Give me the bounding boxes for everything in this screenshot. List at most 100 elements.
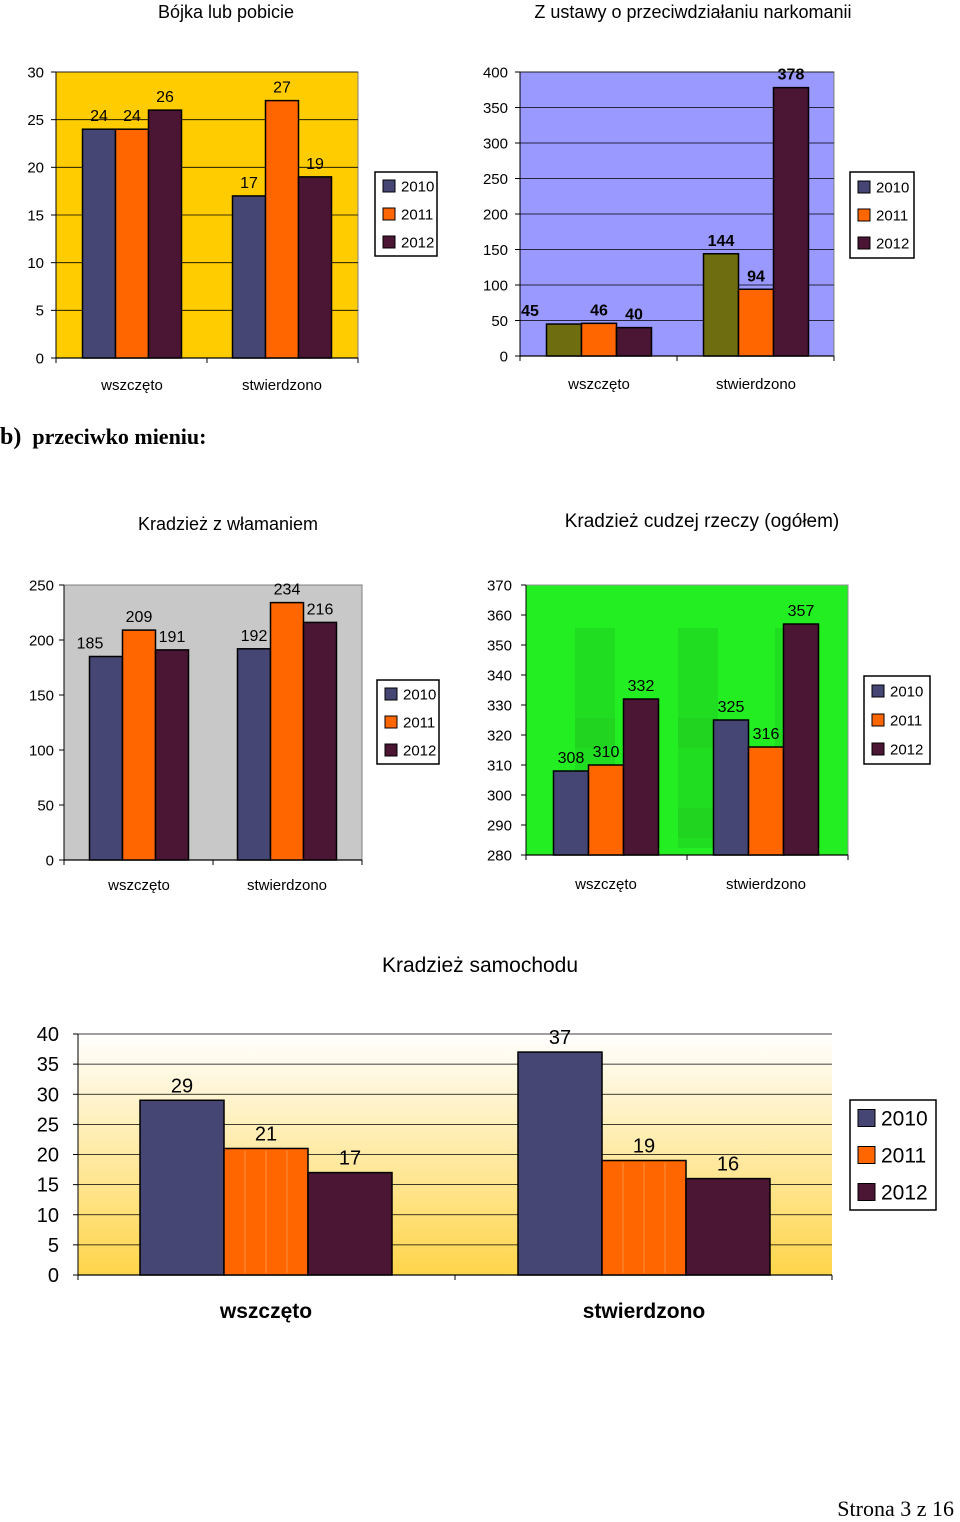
legend-label-2011: 2011 [403, 714, 435, 731]
legend-label-2011: 2011 [890, 712, 922, 729]
bar-2010-stwierdzono [702, 253, 740, 357]
bar-2010-stwierdzono [517, 1051, 603, 1276]
legend: 2010 2011 2012 [849, 1099, 937, 1211]
legend-swatch-2010 [857, 180, 871, 194]
section-letter: b) [0, 424, 22, 450]
data-label: 37 [549, 1027, 571, 1049]
bar-2012-stwierdzono [772, 86, 810, 357]
legend: 2010 2011 2012 [849, 171, 915, 259]
legend-label-2011: 2011 [881, 1144, 926, 1167]
legend-swatch-2010 [384, 687, 398, 701]
chart-title: Bójka lub pobicie [158, 2, 294, 22]
y-tick-label: 50 [37, 797, 54, 814]
data-label: 21 [255, 1123, 277, 1145]
x-category-label: wszczęto [567, 376, 630, 393]
data-label: 316 [753, 726, 780, 743]
y-tick-label: 25 [27, 112, 44, 129]
data-label: 144 [708, 233, 735, 250]
section-title: przeciwko mieniu: [32, 424, 207, 449]
data-label: 209 [126, 609, 153, 626]
bar-2011-stwierdzono [737, 288, 775, 357]
chart-cudzej: Kradzież cudzej rzeczy (ogółem) 280 290 300… [487, 511, 931, 893]
data-label: 185 [77, 636, 104, 653]
plot-texture [575, 718, 615, 748]
legend-swatch-2012 [384, 743, 398, 757]
legend-label-2011: 2011 [876, 207, 908, 224]
bar-2012-stwierdzono [685, 1177, 771, 1276]
data-label: 40 [625, 307, 643, 324]
plot-texture [678, 718, 718, 748]
data-label: 332 [628, 678, 655, 695]
y-tick-label: 50 [491, 313, 508, 330]
data-label: 310 [593, 744, 620, 761]
y-tick-label: 150 [483, 242, 508, 259]
bar-2011-wszczęto [114, 128, 150, 359]
legend-swatch-2011 [857, 208, 871, 222]
legend: 2010 2011 2012 [376, 679, 440, 765]
y-tick-label: 330 [487, 697, 512, 714]
x-category-label: stwierdzono [247, 877, 327, 894]
data-label: 27 [273, 80, 291, 97]
y-tick-label: 15 [27, 207, 44, 224]
data-label: 234 [274, 582, 301, 599]
legend-swatch-2010 [871, 684, 885, 698]
y-tick-label: 0 [46, 852, 54, 869]
data-label: 191 [159, 629, 186, 646]
section-heading: b) przeciwko mieniu: [0, 424, 207, 451]
y-tick-label: 300 [483, 135, 508, 152]
data-label: 16 [717, 1154, 739, 1176]
y-tick-label: 10 [37, 1205, 59, 1227]
chart-title: Kradzież z włamaniem [138, 514, 318, 534]
legend-label-2010: 2010 [890, 683, 923, 700]
y-tick-label: 250 [29, 577, 54, 594]
bar-2012-stwierdzono [782, 623, 820, 856]
y-tick-label: 30 [27, 64, 44, 81]
data-label: 17 [240, 175, 258, 192]
bar-2011-stwierdzono [264, 99, 300, 359]
y-tick-label: 350 [487, 637, 512, 654]
legend-label-2010: 2010 [876, 179, 909, 196]
legend-label-2012: 2012 [890, 741, 923, 758]
bar-2011-wszczęto [121, 629, 157, 861]
bar-2012-wszczęto [154, 649, 190, 861]
y-tick-label: 200 [483, 206, 508, 223]
bar-2012-wszczęto [147, 109, 183, 359]
bar-2012-wszczęto [615, 326, 653, 357]
x-category-label: wszczęto [100, 377, 163, 394]
bar-2012-stwierdzono [302, 621, 338, 861]
bar-2010-stwierdzono [236, 648, 272, 861]
legend-label-2010: 2010 [401, 178, 434, 195]
data-label: 24 [90, 108, 108, 125]
y-tick-label: 5 [48, 1235, 59, 1257]
data-label: 24 [123, 108, 141, 125]
data-label: 94 [747, 268, 765, 285]
legend-label-2010: 2010 [403, 686, 436, 703]
chart-samochod: Kradzież samochodu 0 5 10 15 20 25 30 35 40 wszczę… [37, 954, 937, 1323]
y-tick-label: 0 [500, 348, 508, 365]
y-tick-label: 250 [483, 171, 508, 188]
legend-swatch-2011 [384, 715, 398, 729]
y-tick-label: 35 [37, 1054, 59, 1076]
data-label: 45 [521, 303, 539, 320]
legend-label-2011: 2011 [401, 206, 433, 223]
y-tick-label: 290 [487, 817, 512, 834]
bar-2012-stwierdzono [297, 176, 333, 359]
legend-swatch-2010 [382, 179, 396, 193]
y-tick-label: 100 [483, 277, 508, 294]
chart-narkomania: Z ustawy o przeciwdziałaniu narkomanii 0 5… [483, 2, 915, 393]
x-category-label: wszczęto [107, 877, 170, 894]
y-tick-label: 340 [487, 667, 512, 684]
data-label: 19 [306, 156, 324, 173]
y-tick-label: 20 [37, 1145, 59, 1167]
chart-bojka: Bójka lub pobicie 0 5 10 15 20 25 30 wszczęto 24 2… [27, 2, 438, 394]
bar-2012-wszczęto [307, 1171, 393, 1276]
data-label: 46 [590, 302, 608, 319]
y-tick-label: 30 [37, 1084, 59, 1106]
page-number: Strona 3 z 16 [837, 1496, 954, 1521]
legend-label-2012: 2012 [881, 1181, 928, 1204]
legend-swatch-2011 [857, 1146, 876, 1164]
bar-2011-stwierdzono [747, 746, 785, 856]
bar-2011-stwierdzono [269, 601, 305, 861]
y-tick-label: 15 [37, 1175, 59, 1197]
y-tick-label: 20 [27, 160, 44, 177]
